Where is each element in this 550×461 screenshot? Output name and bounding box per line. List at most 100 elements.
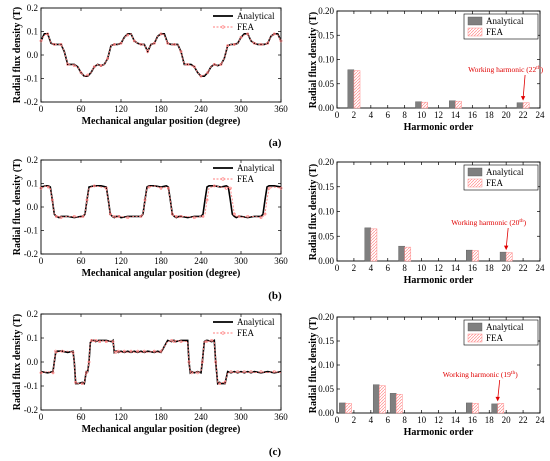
fea-marker [119,41,123,45]
x-tick-label: 4 [369,110,374,120]
legend-swatch-fea [467,333,483,343]
x-tick-label: 180 [154,104,168,114]
x-tick-label: 0 [39,104,44,114]
x-tick-label: 12 [434,415,443,425]
bar-fea [472,403,479,414]
fea-marker [204,340,208,344]
legend-label-analytical: Analytical [486,322,524,332]
annotation-close: ) [515,370,518,379]
legend-label-fea: FEA [237,22,255,32]
x-tick-label: 360 [274,256,288,266]
annotation-close: ) [524,218,527,227]
y-axis-label: Radial flux density (T) [308,164,319,260]
y-tick-label: 0.1 [27,179,38,189]
annotation-arrow-head [503,245,509,251]
y-tick-label: 0.2 [27,155,38,165]
annotation-label: Working harmonic (20th) [451,218,526,227]
series-line-analytical [41,32,281,77]
fea-marker [54,214,58,218]
x-axis-label: Mechanical angular position (degree) [82,424,241,435]
fea-marker [92,65,96,69]
x-tick-label: 8 [402,110,407,120]
fea-marker [50,198,54,202]
y-tick-label: 0.0 [27,357,39,367]
bar-fea [404,246,412,262]
y-tick-label: -0.2 [24,249,38,259]
bar-analytical [466,249,473,262]
fea-marker [249,370,253,374]
fea-marker [106,57,110,60]
y-tick-label: 0.0 [27,50,39,60]
y-tick-label: 0.20 [318,6,334,16]
bar-analytical [499,251,507,262]
x-tick-label: 120 [114,104,128,114]
x-tick-label: 300 [234,256,248,266]
bar-analytical [398,245,405,262]
x-tick-label: 18 [485,110,495,120]
fea-marker [52,43,56,46]
fea-marker [147,185,151,189]
legend-label-analytical: Analytical [486,16,524,26]
annotation-text: Working harmonic (22 [468,65,536,74]
bar-analytical [364,227,372,262]
x-tick-label: 60 [77,412,87,422]
fea-marker [219,63,223,66]
c-harmonics-chart: 0 2 4 6 8 10 12 14 16 18 20 22 240.000.050.100.150.2… [308,312,545,438]
x-tick-label: 6 [386,263,391,273]
x-tick-label: 14 [451,110,461,120]
fea-marker [117,214,121,218]
bar-analytical [466,402,473,414]
x-tick-label: 22 [519,263,528,273]
y-tick-label: 0.10 [318,360,334,370]
x-tick-label: 24 [536,415,546,425]
annotation-sup: th [536,65,541,71]
fea-marker [252,41,256,45]
fea-marker [126,33,130,37]
fea-marker [172,43,176,46]
x-tick-label: 20 [502,415,512,425]
fea-marker [104,340,108,344]
x-tick-label: 4 [369,263,374,273]
y-tick-label: 0.00 [318,103,334,113]
fea-marker [39,186,43,190]
x-tick-label: 12 [434,110,443,120]
fea-marker [85,198,89,202]
fea-marker [159,32,163,36]
fea-marker [114,350,118,354]
y-axis-label: Radial flux density (T) [308,317,319,413]
fea-marker [212,63,216,66]
fea-marker [66,63,70,66]
fea-marker [71,350,75,354]
legend-swatch-analytical [467,167,483,177]
y-axis-label: Radial flux density (T) [12,7,23,103]
x-tick-label: 0 [335,263,340,273]
fea-marker [166,41,170,45]
x-tick-label: 16 [468,415,478,425]
x-tick-label: 6 [386,415,391,425]
x-tick-label: 18 [485,415,495,425]
x-tick-label: 10 [417,110,427,120]
bar-fea [455,100,462,109]
y-tick-label: 0.20 [318,157,334,167]
fea-marker [237,214,241,218]
a-harmonics-chart: 0 2 4 6 8 10 12 14 16 18 20 22 240.000.050.100.150.2… [308,6,545,133]
x-tick-label: 0 [335,110,340,120]
fea-marker [74,380,78,384]
x-tick-label: 24 [536,110,546,120]
x-tick-label: 22 [519,110,528,120]
bar-fea [379,385,386,414]
bar-fea [421,101,428,109]
legend-label-analytical: Analytical [237,317,275,327]
x-tick-label: 360 [274,104,288,114]
bar-analytical [372,384,380,414]
x-tick-label: 2 [352,263,357,273]
fea-marker [159,186,163,190]
x-tick-label: 6 [386,110,391,120]
annotation-arrow-head [520,96,526,101]
fea-marker [159,349,163,353]
legend-label-fea: FEA [486,178,504,188]
y-tick-label: 0.1 [27,333,38,343]
fea-marker [218,382,222,386]
annotation-label: Working harmonic (19th) [443,370,518,379]
